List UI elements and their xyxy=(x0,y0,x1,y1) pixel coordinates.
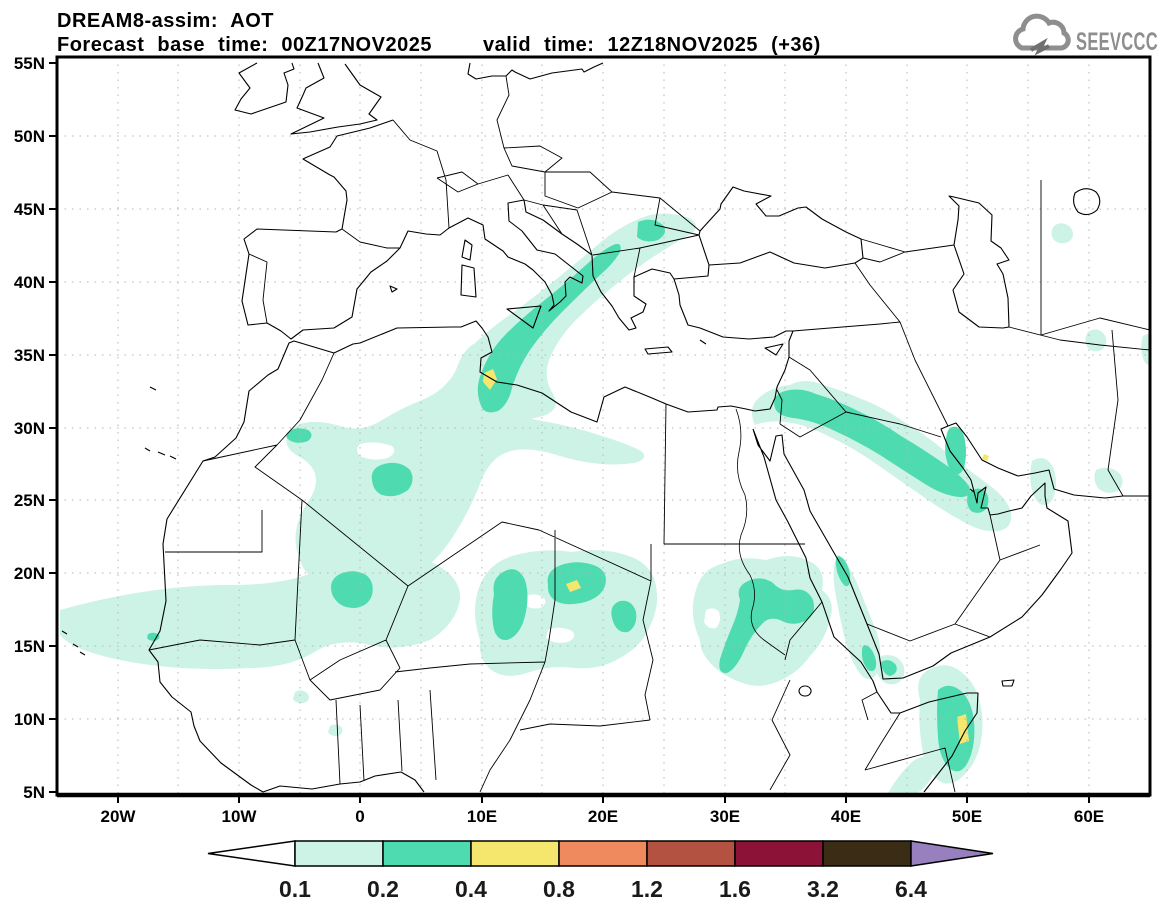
colorbar-segment xyxy=(558,840,648,867)
lon-tick-label: 20E xyxy=(588,807,618,826)
country-borders xyxy=(148,75,1150,793)
lon-tick-label: 30E xyxy=(710,807,740,826)
islands xyxy=(61,239,1015,697)
coastline-africa xyxy=(148,320,790,793)
colorbar-label: 6.4 xyxy=(895,876,927,902)
aot-colorbar: 0.1 0.2 0.4 0.8 1.2 1.6 3.2 6.4 xyxy=(207,840,994,902)
lat-tick-label: 15N xyxy=(14,637,45,656)
aot-region-red-sea-core-1 xyxy=(835,556,851,587)
colorbar-label: 1.6 xyxy=(719,876,751,902)
lon-tick-label: 0 xyxy=(355,807,364,826)
aot-region-somalia-yellow-strip xyxy=(957,714,969,744)
aot-region-chad-yellow-spot xyxy=(566,580,581,592)
lat-tick-label: 45N xyxy=(14,200,45,219)
colorbar-label: 0.4 xyxy=(455,876,487,902)
colorbar-label: 0.1 xyxy=(279,876,311,902)
colorbar-arrow-below xyxy=(207,840,296,867)
aot-region-somalia-core xyxy=(937,685,975,772)
axis-ticks-and-labels: 55N 50N 45N 40N 35N 30N 25N 20N 15N 10N 5N 20W 10W 0 1… xyxy=(14,54,1104,826)
coastline-europe-north xyxy=(234,62,604,135)
aot-region-tunisia-yellow-spot xyxy=(483,369,497,390)
aot-region-algeria-hole xyxy=(357,442,395,460)
colorbar-label: 1.2 xyxy=(631,876,663,902)
aot-region-gulf-far-east-spot xyxy=(1094,467,1123,493)
colorbar-segment xyxy=(382,840,472,867)
lat-tick-label: 30N xyxy=(14,419,45,438)
lat-tick-label: 55N xyxy=(14,54,45,73)
lon-tick-label: 60E xyxy=(1074,807,1104,826)
aot-region-middle-east-core xyxy=(774,389,970,497)
nile-river xyxy=(735,408,786,656)
aot-region-somalia-tail xyxy=(887,757,934,795)
aot-region-adriatic-ne-core xyxy=(637,219,666,242)
logo-text: SEEVCCC xyxy=(1076,28,1158,56)
aot-region-mediterranean-core xyxy=(477,243,621,413)
lat-tick-label: 5N xyxy=(23,783,45,802)
lat-tick-label: 40N xyxy=(14,273,45,292)
lon-tick-label: 40E xyxy=(831,807,861,826)
aot-region-caspian-spot-1 xyxy=(1051,223,1073,244)
lat-tick-label: 10N xyxy=(14,710,45,729)
latlon-grid xyxy=(57,57,1150,795)
forecast-base-time-label: Forecast base time: 00Z17NOV2025 xyxy=(57,34,432,56)
cloud-arrow-icon xyxy=(1029,37,1050,56)
colorbar-segment xyxy=(646,840,736,867)
lon-tick-label: 10E xyxy=(467,807,497,826)
aot-region-caspian-spot-2 xyxy=(1085,329,1107,352)
lon-tick-label: 50E xyxy=(952,807,982,826)
valid-time-label: valid time: 12Z18NOV2025 (+36) xyxy=(483,34,821,56)
aot-region-sudan-hole xyxy=(704,608,720,629)
aot-region-gulf-coast-core xyxy=(945,426,966,475)
aot-region-algeria-core-2 xyxy=(286,428,312,443)
colorbar-label: 0.2 xyxy=(367,876,399,902)
aot-region-chad-core-1 xyxy=(492,569,528,641)
seevccc-logo: SEEVCCC xyxy=(1013,13,1158,56)
lat-tick-label: 25N xyxy=(14,491,45,510)
colorbar-segment xyxy=(822,840,912,867)
cloud-icon xyxy=(1013,13,1071,51)
aot-region-algeria-core-1 xyxy=(371,462,413,497)
aot-region-chad-hole-2 xyxy=(546,627,575,643)
aot-shading-layer xyxy=(60,213,1150,795)
lon-tick-label: 20W xyxy=(101,807,137,826)
page-title: DREAM8-assim: AOT xyxy=(57,10,274,32)
aot-region-ghana-dot xyxy=(328,724,343,737)
colorbar-label: 3.2 xyxy=(807,876,839,902)
aot-region-sudan-core xyxy=(719,578,814,674)
colorbar-segment xyxy=(294,840,384,867)
aot-region-yemen-core xyxy=(881,660,897,676)
aot-region-chad-hole-1 xyxy=(524,594,546,609)
colorbar-segment xyxy=(470,840,560,867)
aot-region-mali-core xyxy=(331,571,373,608)
colorbar-segment xyxy=(734,840,824,867)
aot-region-senegal-coast-core xyxy=(147,632,160,641)
lat-tick-label: 50N xyxy=(14,127,45,146)
aot-region-gulf-east-spot xyxy=(1030,458,1056,506)
lat-tick-label: 20N xyxy=(14,564,45,583)
colorbar-arrow-above xyxy=(910,840,994,867)
lat-tick-label: 35N xyxy=(14,346,45,365)
colorbar-label: 0.8 xyxy=(543,876,575,902)
aot-region-algeria-band xyxy=(286,341,645,589)
aot-region-chad-core-3 xyxy=(611,600,637,633)
lon-tick-label: 10W xyxy=(222,807,258,826)
aot-region-burkina-dot xyxy=(293,690,309,704)
coastline-mediterranean-north xyxy=(241,119,864,342)
aot-region-gulf-yellow-dot xyxy=(982,454,989,461)
coastline-caspian-aral xyxy=(948,188,1101,329)
aot-region-red-sea-core-2 xyxy=(861,645,877,671)
